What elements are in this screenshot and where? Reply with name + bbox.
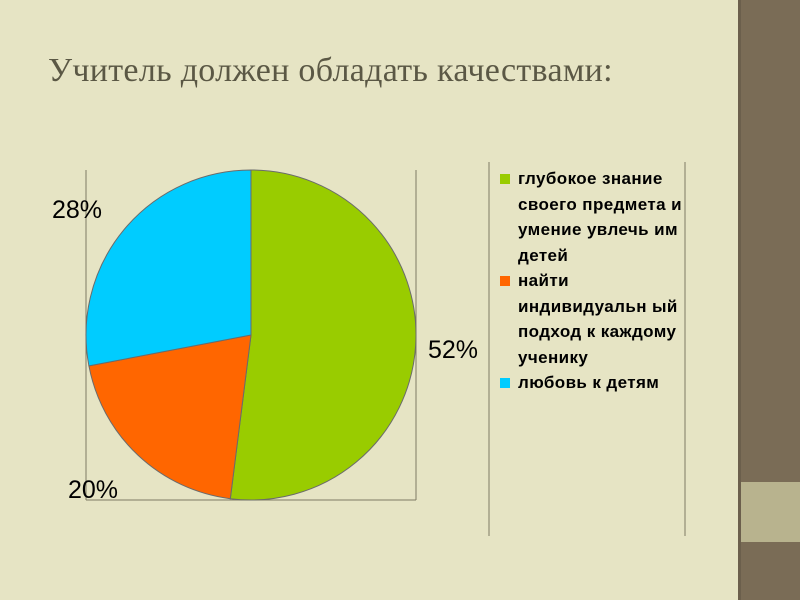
pie-data-label-1: 52% [428,336,478,364]
chart-legend: глубокое знание своего предмета и умение… [498,166,688,396]
pie-slice-3 [85,169,252,367]
legend-swatch-1 [500,174,510,184]
legend-label-2: найти индивидуальн ый подход к каждому у… [518,271,678,367]
legend-label-1: глубокое знание своего предмета и умение… [518,169,682,265]
legend-swatch-2 [500,276,510,286]
pie-slice-2 [88,334,252,500]
pie-data-labels: 52% 20% 28% [52,196,478,504]
pie-data-label-2: 20% [68,476,118,504]
slide-title: Учитель должен обладать качествами: [48,52,613,89]
legend-item-1: глубокое знание своего предмета и умение… [498,166,688,268]
pie-slice-1 [229,169,417,501]
pie-data-label-3: 28% [52,196,102,224]
legend-item-3: любовь к детям [498,370,688,396]
decorative-side-bar-accent [741,482,800,542]
legend-label-3: любовь к детям [518,373,660,392]
legend-swatch-3 [500,378,510,388]
legend-item-2: найти индивидуальн ый подход к каждому у… [498,268,688,370]
pie-slices [85,169,417,501]
